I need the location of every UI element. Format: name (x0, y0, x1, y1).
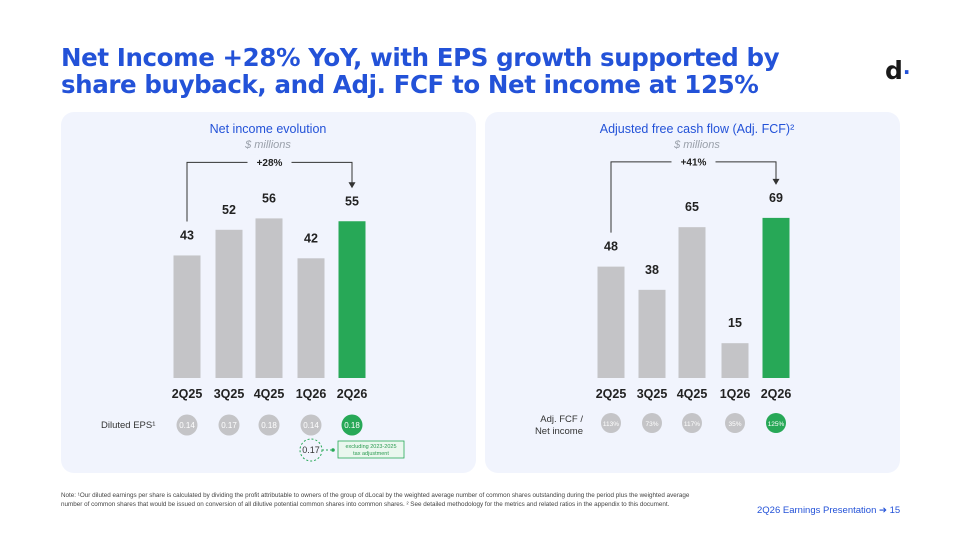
bar-3Q25 (215, 229, 243, 378)
value-label: 38 (645, 263, 659, 277)
value-label: 43 (180, 228, 194, 242)
annotation-dot (331, 448, 335, 452)
ratio-row-label-line2: Net income (535, 426, 583, 437)
bar-4Q25 (255, 218, 283, 378)
pill-value: 117% (684, 421, 700, 428)
pill-2Q25 (601, 413, 621, 433)
category-label: 2Q25 (172, 387, 203, 401)
pill-value: 0.14 (303, 421, 319, 430)
value-label: 56 (262, 191, 276, 205)
pill-value: 0.17 (221, 421, 237, 430)
chart-title: Adjusted free cash flow (Adj. FCF)² (600, 122, 795, 136)
value-label: 69 (769, 191, 783, 205)
value-label: 52 (222, 203, 236, 217)
arrow-icon: ➔ (879, 505, 887, 516)
pill-1Q26 (725, 413, 745, 433)
footnote: Note: ¹Our diluted earnings per share is… (61, 492, 690, 508)
adj-fcf-chart: Adjusted free cash flow (Adj. FCF)² $ mi… (535, 122, 795, 437)
net-income-chart: Net income evolution $ millions 43 2Q25 52… (101, 122, 405, 462)
adj-fcf-panel: Adjusted free cash flow (Adj. FCF)² $ mi… (485, 112, 900, 473)
pill-3Q25 (218, 414, 240, 436)
category-label: 2Q25 (596, 387, 627, 401)
pill-4Q25 (258, 414, 280, 436)
chart-subtitle: $ millions (244, 139, 291, 151)
category-label: 1Q26 (720, 387, 751, 401)
bar-2Q26 (338, 221, 366, 378)
value-label: 15 (728, 316, 742, 330)
ratio-pill-row: 113% 73% 117% 35% 125% (601, 413, 786, 433)
pill-2Q25 (176, 414, 198, 436)
value-label: 48 (604, 240, 618, 254)
value-label: 42 (304, 231, 318, 245)
category-label: 2Q26 (761, 387, 792, 401)
category-label: 2Q26 (337, 387, 368, 401)
arrow-down-icon (772, 178, 780, 185)
growth-connector: +41% (610, 153, 780, 233)
bar-3Q25 (638, 289, 666, 378)
chart-subtitle: $ millions (673, 139, 720, 151)
growth-label: +28% (257, 158, 283, 169)
net-income-panel: Net income evolution $ millions 43 2Q25 52… (61, 112, 476, 473)
pill-4Q25 (682, 413, 702, 433)
bar-group: 48 2Q25 38 3Q25 65 4Q25 15 1Q26 69 2Q26 (596, 191, 792, 401)
pill-value: 113% (603, 421, 619, 428)
category-label: 1Q26 (296, 387, 327, 401)
growth-label-bg (247, 154, 292, 171)
pill-value: 0.18 (261, 421, 277, 430)
logo-letter: d (885, 56, 903, 85)
pill-value: 125% (768, 421, 785, 428)
chart-title: Net income evolution (210, 122, 327, 136)
ratio-row-label-line1: Adj. FCF / (540, 414, 583, 425)
annotation-box (337, 440, 405, 459)
slide-title: Net Income +28% YoY, with EPS growth sup… (61, 43, 780, 99)
page-number: 15 (889, 505, 901, 516)
bar-2Q25 (173, 255, 201, 378)
bar-2Q26 (762, 217, 790, 378)
arrow-down-icon (348, 182, 356, 189)
pill-value: 0.18 (344, 421, 360, 430)
bar-4Q25 (678, 227, 706, 378)
annotation-text-line1: excluding 2023-2025 (345, 444, 396, 450)
annotation-text-line2: tax adjustment (353, 451, 389, 457)
bar-group: 43 2Q25 52 3Q25 56 4Q25 42 1Q26 55 2Q26 (172, 191, 368, 401)
pill-value: 35% (728, 421, 741, 428)
growth-connector: +28% (186, 154, 356, 222)
dlocal-logo: d· (885, 58, 911, 85)
growth-line (610, 161, 777, 233)
category-label: 3Q25 (637, 387, 668, 401)
eps-adjusted-annotation: 0.17 excluding 2023-2025 tax adjustment (299, 438, 405, 462)
pill-value: 73% (645, 421, 658, 428)
category-label: 4Q25 (677, 387, 708, 401)
value-label: 55 (345, 194, 359, 208)
bar-2Q25 (597, 266, 625, 378)
pill-value: 0.14 (179, 421, 195, 430)
eps-row-label: Diluted EPS¹ (101, 420, 155, 431)
presentation-label: 2Q26 Earnings Presentation (757, 505, 877, 516)
pill-3Q25 (642, 413, 662, 433)
category-label: 4Q25 (254, 387, 285, 401)
growth-label-bg (671, 153, 716, 170)
growth-label: +41% (681, 157, 707, 168)
bar-1Q26 (297, 258, 325, 378)
category-label: 3Q25 (214, 387, 245, 401)
bar-1Q26 (721, 343, 749, 378)
pill-1Q26 (300, 414, 322, 436)
pill-2Q26 (766, 413, 786, 433)
pill-2Q26 (341, 414, 363, 436)
value-label: 65 (685, 200, 699, 214)
logo-dot: · (902, 60, 911, 84)
eps-pill-row: 0.14 0.17 0.18 0.14 0.18 (176, 414, 363, 436)
adjusted-eps-value: 0.17 (302, 445, 320, 455)
page-indicator: 2Q26 Earnings Presentation ➔ 15 (757, 505, 900, 516)
